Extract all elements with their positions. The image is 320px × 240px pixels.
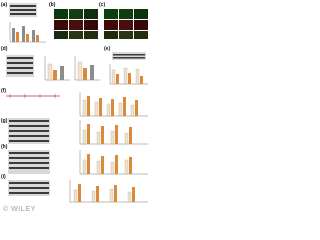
watermark: © WILEY	[3, 205, 36, 213]
figure: (a) (b) (c) (d) (e) (f) (g) (h) (i)	[1, 2, 148, 213]
panel-a	[9, 3, 46, 43]
panel-d	[6, 55, 100, 81]
panel-label: (b)	[49, 2, 56, 8]
panel-b	[54, 9, 98, 39]
panel-label: (g)	[1, 118, 8, 124]
panel-h	[8, 150, 148, 175]
panel-label: (a)	[1, 2, 7, 8]
panel-label: (e)	[104, 46, 110, 52]
panel-c	[104, 9, 148, 39]
panel-label: (i)	[1, 174, 6, 180]
panel-f	[6, 92, 148, 117]
panel-label: (f)	[1, 88, 6, 94]
panel-label: (c)	[99, 2, 105, 8]
panel-i	[8, 180, 148, 203]
panel-g	[8, 118, 148, 145]
panel-e	[109, 52, 148, 85]
panel-label: (d)	[1, 46, 8, 52]
panel-label: (h)	[1, 144, 8, 150]
